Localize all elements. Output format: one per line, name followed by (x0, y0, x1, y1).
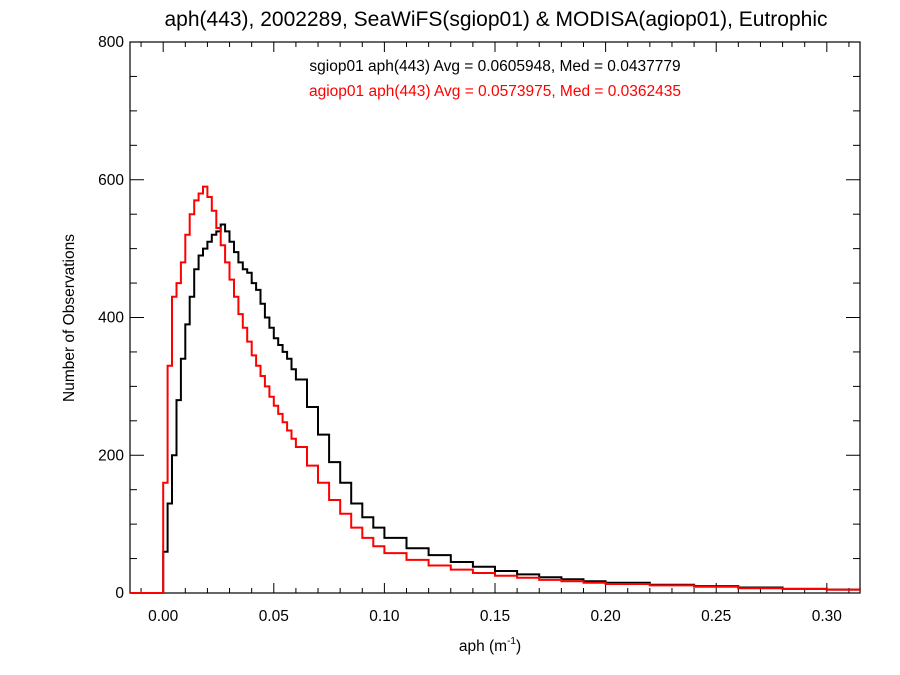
plot-frame (129, 41, 861, 594)
y-tick-label: 800 (98, 34, 124, 51)
legend-entry-agiop01: agiop01 aph(443) Avg = 0.0573975, Med = … (309, 83, 681, 100)
legend-entry-sgiop01: sgiop01 aph(443) Avg = 0.0605948, Med = … (309, 58, 680, 75)
x-tick-label: 0.30 (812, 608, 843, 625)
x-axis-label-sup: -1 (507, 636, 516, 647)
x-tick-label: 0.10 (369, 608, 400, 625)
x-tick-label: 0.15 (480, 608, 510, 625)
x-tick-label: 0.00 (148, 608, 179, 625)
series-layer (130, 185, 861, 594)
plot-area (129, 41, 861, 594)
y-tick-label: 200 (98, 447, 124, 464)
x-tick-label: 0.05 (259, 608, 289, 625)
y-tick-label: 600 (98, 172, 124, 189)
chart-title: aph(443), 2002289, SeaWiFS(sgiop01) & MO… (164, 8, 827, 31)
series-sgiop01-line (130, 223, 861, 594)
x-axis-label-main: aph (m (459, 638, 507, 655)
y-axis: 0 200 400 600 800 (98, 34, 860, 602)
x-axis-label: aph (m-1) (459, 636, 521, 655)
x-axis: 0.00 0.05 0.10 0.15 0.20 0.25 0.30 (140, 42, 850, 625)
x-tick-label: 0.25 (701, 608, 731, 625)
y-tick-label: 400 (98, 310, 124, 327)
y-axis-label: Number of Observations (61, 234, 78, 402)
series-agiop01-line (130, 185, 861, 594)
x-axis-label-close: ) (516, 638, 521, 655)
x-tick-label: 0.20 (591, 608, 622, 625)
y-tick-label: 0 (115, 585, 124, 602)
